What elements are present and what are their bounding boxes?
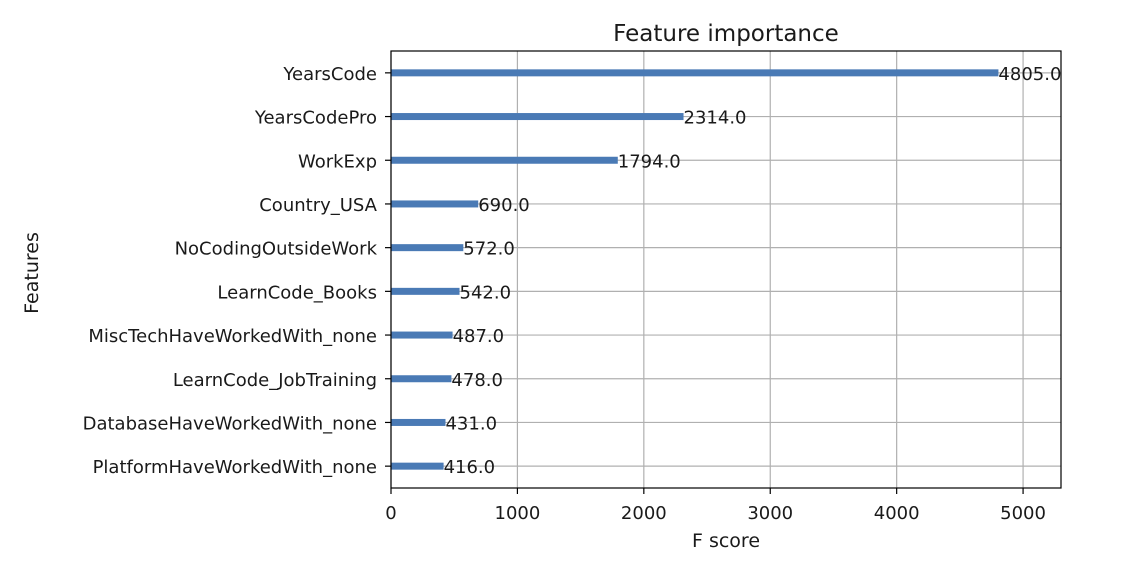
bars: [391, 69, 999, 470]
bar: [391, 375, 452, 383]
y-tick-label: LearnCode_JobTraining: [173, 370, 377, 391]
x-tick-label: 0: [385, 503, 396, 524]
bar-value-label: 487.0: [453, 326, 505, 347]
data-labels: 4805.0 2314.0 1794.0 690.0 572.0 542.0 487.0 47…: [444, 64, 1062, 478]
y-tick-label: LearnCode_Books: [217, 282, 377, 303]
bar: [391, 113, 684, 121]
bar: [391, 156, 618, 164]
x-axis-label: F score: [692, 530, 760, 552]
y-tick-label: YearsCode: [282, 64, 377, 85]
gridlines: [390, 51, 1061, 488]
y-tick-label: MiscTechHaveWorkedWith_none: [88, 326, 377, 347]
plot-frame: [390, 50, 1062, 489]
bar: [391, 462, 444, 470]
x-tick-label: 5000: [1000, 503, 1046, 524]
bar: [391, 200, 479, 208]
y-tick-label: YearsCodePro: [254, 108, 377, 129]
bar-value-label: 572.0: [463, 239, 515, 260]
bar: [391, 244, 464, 252]
y-tick-label: NoCodingOutsideWork: [175, 239, 378, 260]
bar-value-label: 690.0: [478, 195, 530, 216]
bar-value-label: 2314.0: [684, 108, 747, 129]
y-tick-label: WorkExp: [298, 151, 377, 172]
bar: [391, 287, 460, 295]
bar-value-label: 478.0: [451, 370, 503, 391]
x-tick-label: 3000: [747, 503, 793, 524]
bar: [391, 69, 999, 77]
y-axis-label: Features: [21, 232, 43, 314]
bar-value-label: 416.0: [444, 457, 496, 478]
y-tick-label: PlatformHaveWorkedWith_none: [93, 457, 377, 478]
x-tick-label: 2000: [621, 503, 667, 524]
bar-value-label: 1794.0: [618, 151, 681, 172]
bar: [391, 331, 453, 339]
y-tick-label: Country_USA: [259, 195, 377, 216]
bar-value-label: 542.0: [460, 282, 512, 303]
bar-value-label: 4805.0: [998, 64, 1061, 85]
bar-value-label: 431.0: [445, 413, 497, 434]
axis-ticks: 0 1000 2000 3000 4000 5000 YearsCode YearsCodeP…: [83, 64, 1046, 524]
bar: [391, 418, 446, 426]
x-tick-label: 4000: [874, 503, 920, 524]
y-tick-label: DatabaseHaveWorkedWith_none: [83, 413, 377, 434]
chart-title: Feature importance: [613, 21, 839, 47]
x-tick-label: 1000: [495, 503, 541, 524]
